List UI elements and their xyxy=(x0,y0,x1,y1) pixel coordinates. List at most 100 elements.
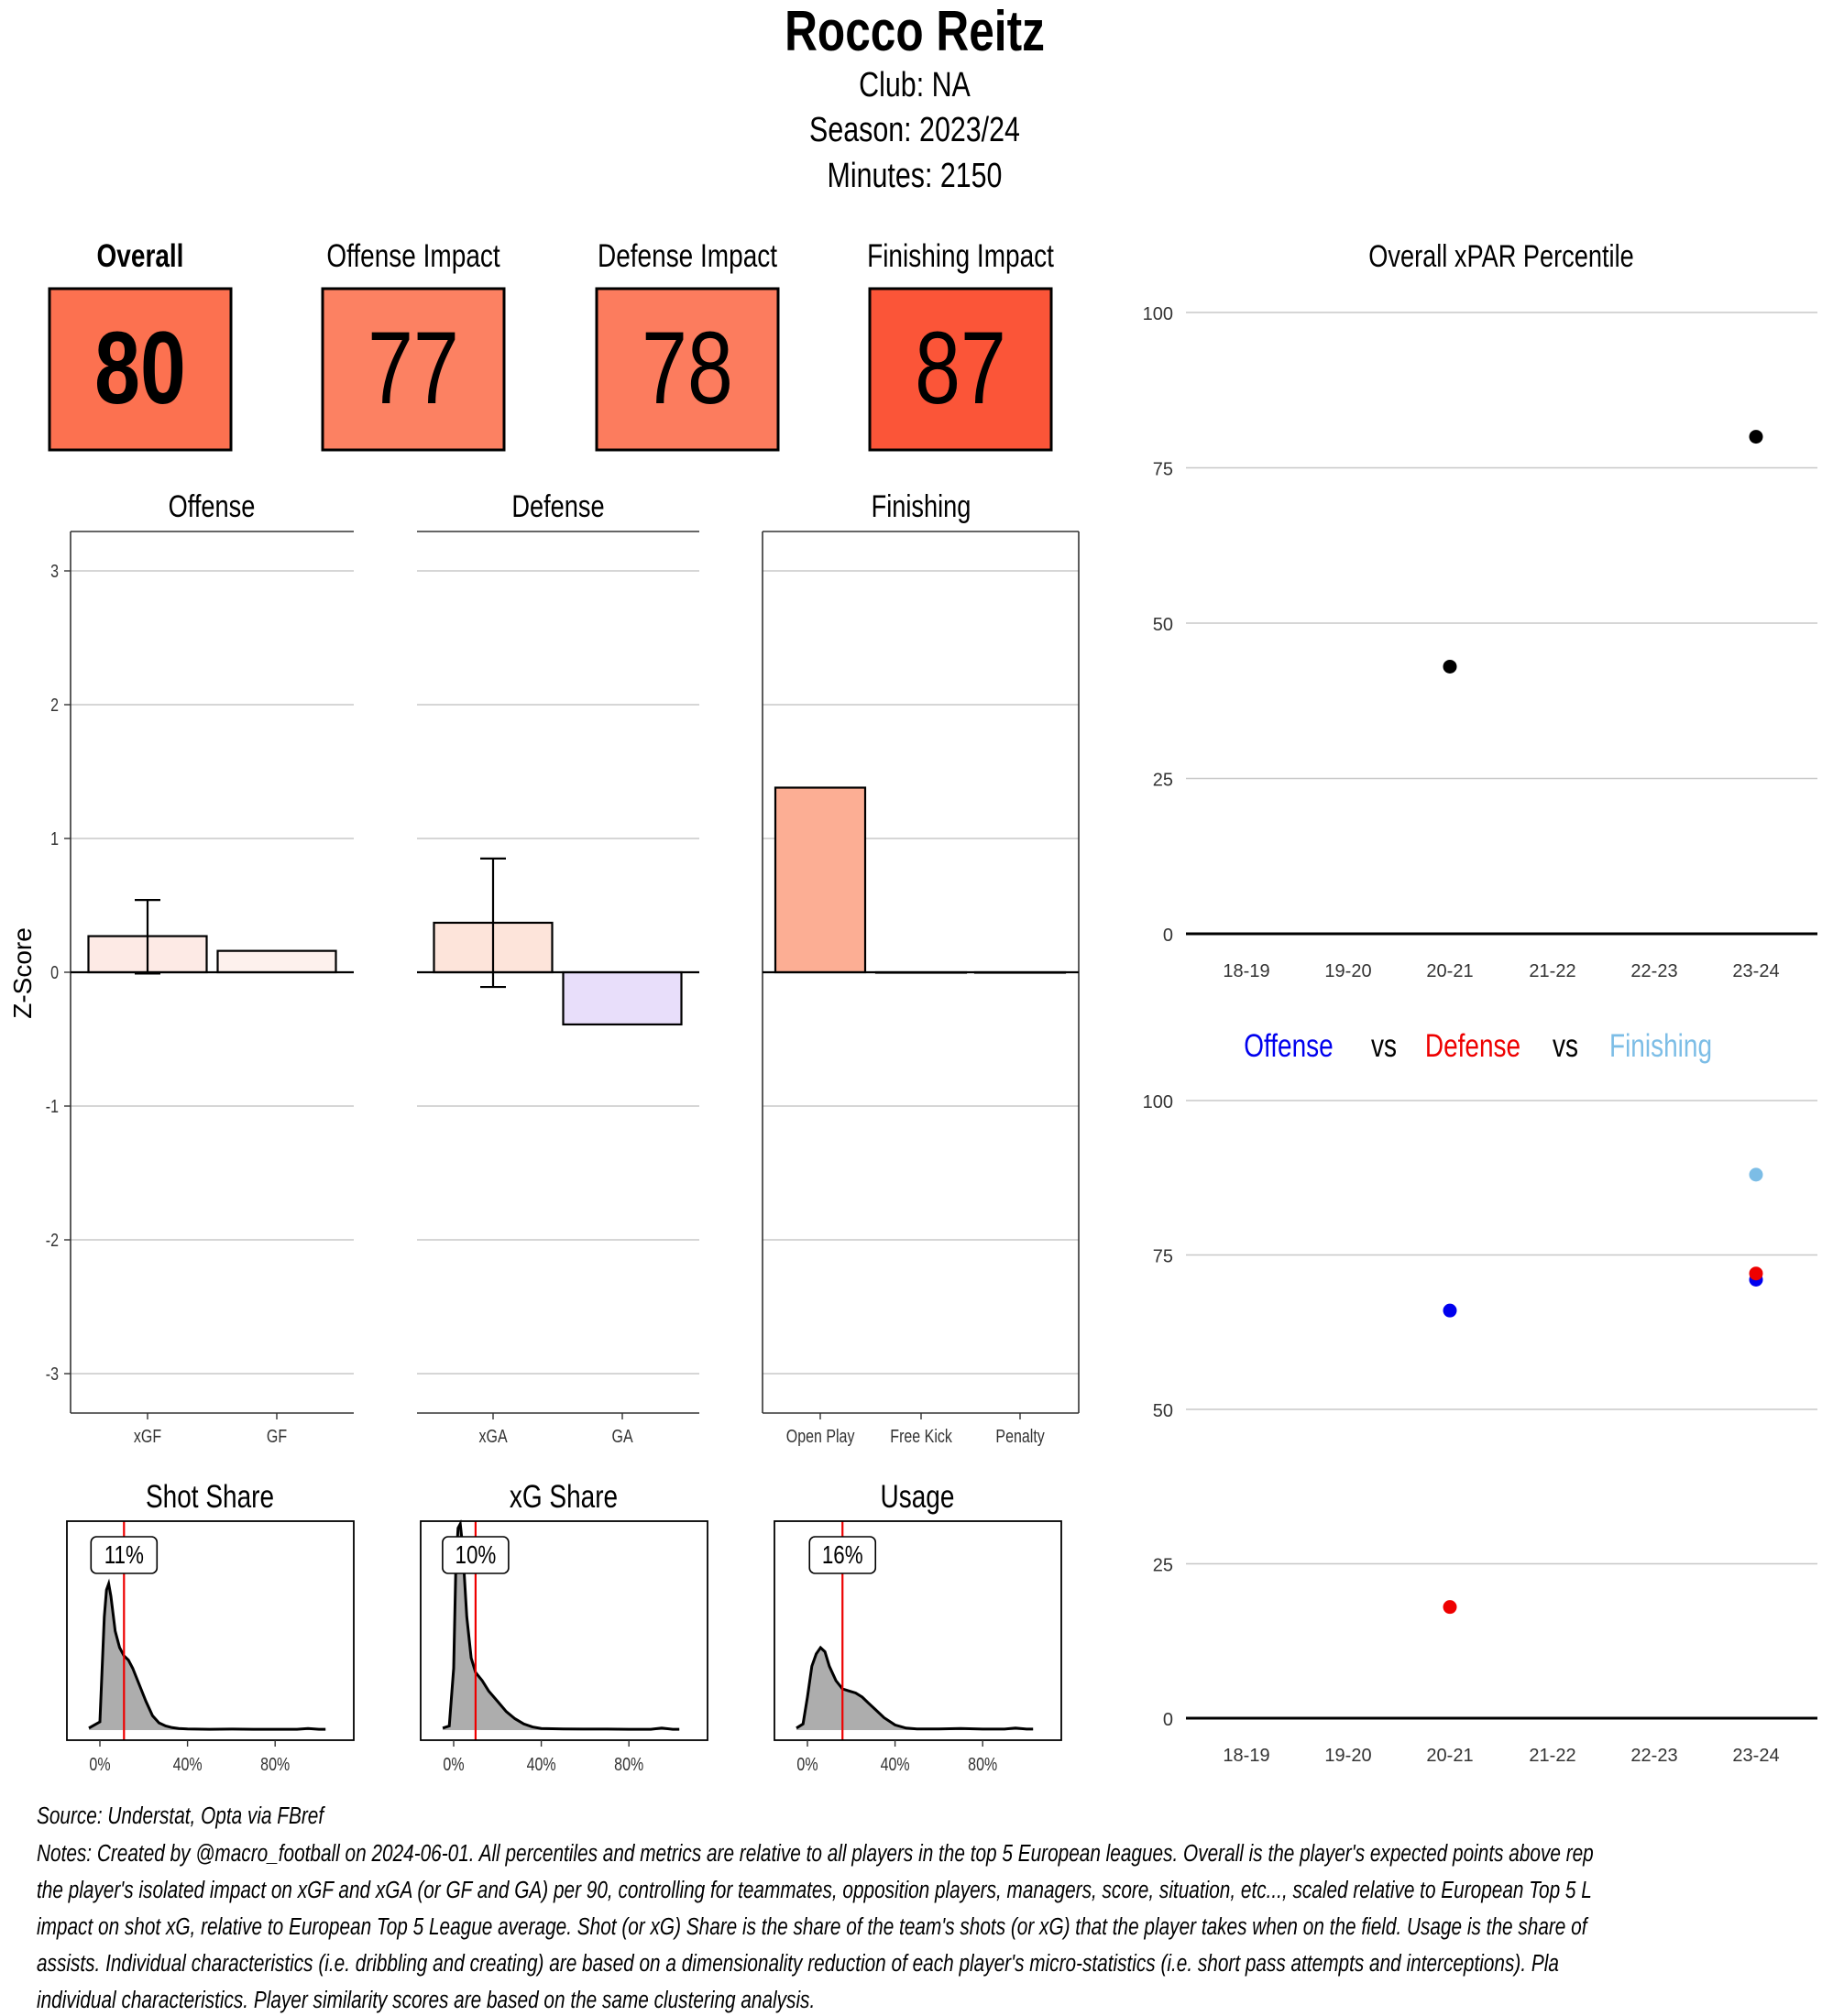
score-card-defense-impact: Defense Impact 78 xyxy=(595,237,780,452)
x-tick-label: 23-24 xyxy=(1732,961,1779,981)
source-text: Source: Understat, Opta via FBref xyxy=(37,1802,325,1829)
y-tick-label: 25 xyxy=(1153,1556,1173,1576)
y-tick-label: -3 xyxy=(46,1364,59,1384)
score-label: Offense Impact xyxy=(326,237,499,274)
point-finishing-23-24 xyxy=(1749,1167,1763,1182)
notes-line: impact on shot xG, relative to European … xyxy=(37,1913,1589,1940)
panel-border xyxy=(66,1520,355,1741)
y-tick-label: 50 xyxy=(1153,1401,1173,1421)
x-tick-label: 23-24 xyxy=(1732,1746,1779,1766)
legend-offense: Offense xyxy=(1244,1027,1334,1064)
footer-notes: Source: Understat, Opta via FBref Notes:… xyxy=(37,1802,1594,2013)
y-tick-label: 0 xyxy=(1163,926,1173,946)
notes-line: assists. Individual characteristics (i.e… xyxy=(37,1950,1559,1977)
value-label: 11% xyxy=(104,1541,144,1570)
density-line xyxy=(442,1518,680,1731)
density-area xyxy=(796,1648,1034,1730)
x-tick-label: 40% xyxy=(527,1754,556,1774)
point-offense-20-21 xyxy=(1443,1303,1457,1318)
notes-line: individual characteristics. Player simil… xyxy=(37,1987,815,2013)
legend-defense: Defense xyxy=(1425,1027,1520,1064)
x-tick-label: 21-22 xyxy=(1529,1746,1575,1766)
facet-title-defense: Defense xyxy=(511,488,604,524)
y-tick-label: 1 xyxy=(50,828,59,849)
legend: Offense vs Defense vs Finishing xyxy=(1244,1027,1712,1064)
y-axis-label: Z-Score xyxy=(8,927,37,1019)
x-tick-label: Open Play xyxy=(786,1426,856,1446)
score-label: Defense Impact xyxy=(598,237,777,274)
legend-vs: vs xyxy=(1553,1027,1578,1064)
panel-title-xg-share: xG Share xyxy=(510,1478,618,1515)
y-tick-label: 50 xyxy=(1153,615,1173,635)
z-score-chart: Z-Score Offense Defense Finishing 3 2 1 0 -1… xyxy=(8,488,1080,1446)
score-label: Overall xyxy=(97,237,184,274)
notes-line: the player's isolated impact on xGF and … xyxy=(37,1877,1592,1903)
x-tick-label: Penalty xyxy=(995,1426,1045,1446)
x-tick-label: xGA xyxy=(479,1426,509,1446)
score-box xyxy=(868,287,1053,452)
x-tick-label: 21-22 xyxy=(1529,961,1575,981)
player-name-title: Rocco Reitz xyxy=(785,0,1045,62)
value-label-box xyxy=(442,1536,510,1574)
legend-finishing: Finishing xyxy=(1609,1027,1712,1064)
x-tick-label: xGF xyxy=(134,1426,161,1446)
x-tick-label: Free Kick xyxy=(890,1426,952,1446)
facet-title-finishing: Finishing xyxy=(872,488,971,524)
season-line: Season: 2023/24 xyxy=(809,111,1020,149)
score-box xyxy=(595,287,780,452)
x-tick-label: 40% xyxy=(881,1754,910,1774)
score-box xyxy=(321,287,506,452)
minutes-line: Minutes: 2150 xyxy=(828,157,1003,195)
xpar-chart-title: Overall xPAR Percentile xyxy=(1368,238,1634,274)
x-tick-label: 0% xyxy=(89,1754,110,1774)
percentile-charts: Overall xPAR Percentile Offense vs Defen… xyxy=(1143,238,1817,1766)
score-value: 77 xyxy=(368,312,459,426)
x-tick-label: 19-20 xyxy=(1324,961,1371,981)
x-tick-label: 18-19 xyxy=(1223,961,1269,981)
x-tick-label: 40% xyxy=(173,1754,203,1774)
y-tick-label: 75 xyxy=(1153,460,1173,480)
bar-ga xyxy=(562,970,683,1026)
y-tick-label: 2 xyxy=(50,695,59,715)
facet-title-offense: Offense xyxy=(169,488,256,524)
density-area xyxy=(443,1524,680,1730)
bar-gf xyxy=(216,949,337,974)
share-density-charts: Shot Share xG Share Usage 11% 0% 40% 80% 10%… xyxy=(66,1478,1062,1774)
density-line xyxy=(88,1578,326,1731)
bar-open-play xyxy=(774,786,867,974)
value-label: 10% xyxy=(455,1541,496,1570)
x-tick-label: 19-20 xyxy=(1324,1746,1371,1766)
point-defense-23-24 xyxy=(1749,1266,1763,1281)
score-value: 80 xyxy=(94,312,186,426)
x-tick-label: 22-23 xyxy=(1630,961,1677,981)
value-label: 16% xyxy=(822,1541,863,1570)
score-box xyxy=(48,287,233,452)
panel-title-shot-share: Shot Share xyxy=(146,1478,274,1515)
x-tick-label: 80% xyxy=(968,1754,997,1774)
legend-vs: vs xyxy=(1371,1027,1397,1064)
point-overall-23-24 xyxy=(1749,430,1763,444)
club-line: Club: NA xyxy=(859,66,971,104)
notes-line: Notes: Created by @macro_football on 202… xyxy=(37,1840,1594,1867)
x-tick-label: 20-21 xyxy=(1426,961,1473,981)
y-tick-label: 75 xyxy=(1153,1247,1173,1267)
score-card-overall: Overall 80 xyxy=(48,237,233,452)
y-tick-label: -1 xyxy=(46,1096,59,1116)
point-defense-20-21 xyxy=(1443,1600,1457,1615)
x-tick-label: 0% xyxy=(443,1754,464,1774)
panel-border xyxy=(420,1520,708,1741)
density-area xyxy=(89,1583,326,1730)
y-axis-label-group: Z-Score xyxy=(8,927,37,1019)
value-label-box xyxy=(90,1536,159,1574)
y-tick-label: 25 xyxy=(1153,771,1173,791)
x-tick-label: GF xyxy=(267,1426,287,1446)
score-card-offense-impact: Offense Impact 77 xyxy=(321,237,506,452)
score-value: 87 xyxy=(915,312,1006,426)
x-tick-label: 22-23 xyxy=(1630,1746,1677,1766)
x-tick-label: 80% xyxy=(260,1754,290,1774)
x-tick-label: 20-21 xyxy=(1426,1746,1473,1766)
y-tick-label: 100 xyxy=(1143,304,1173,324)
point-overall-20-21 xyxy=(1443,659,1457,674)
y-tick-label: 100 xyxy=(1143,1092,1173,1112)
